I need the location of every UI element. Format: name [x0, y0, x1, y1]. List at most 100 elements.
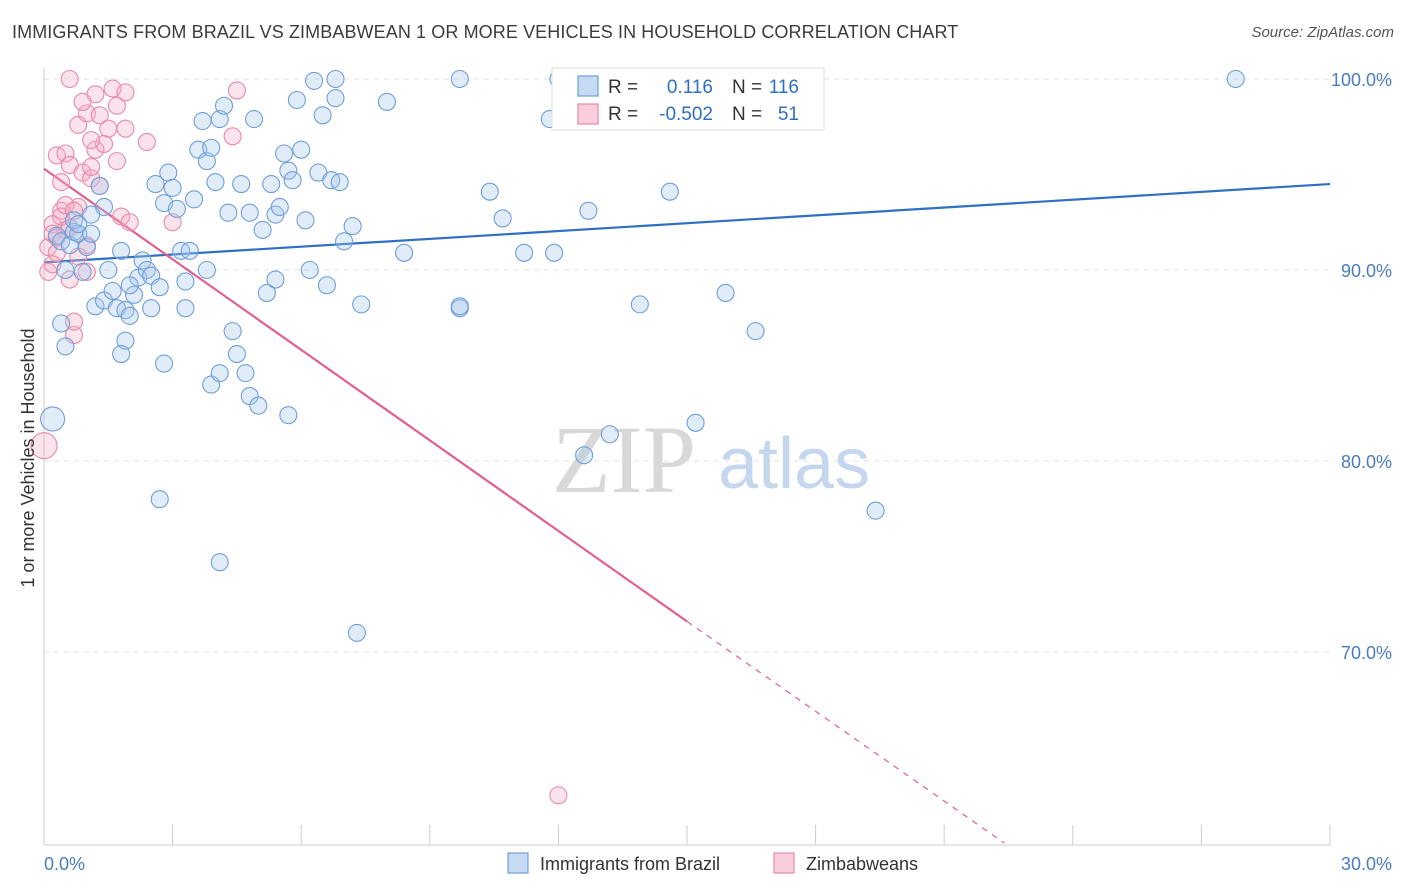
legend-r-label-blue: R = [608, 77, 638, 98]
brazil-point [660, 182, 679, 201]
brazil-point [197, 152, 216, 171]
brazil-point [480, 182, 499, 201]
zimbabweans-point [73, 92, 92, 111]
chart-source: Source: ZipAtlas.com [1251, 24, 1394, 41]
brazil-point [69, 224, 88, 243]
brazil-point [82, 205, 101, 224]
brazil-point [313, 106, 332, 125]
brazil-point [279, 161, 298, 180]
legend-r-label-pink: R = [608, 104, 638, 125]
zimbabweans-point [52, 173, 71, 192]
y-tick-label-70: 70.0% [1341, 643, 1392, 663]
brazil-point [515, 243, 534, 262]
brazil-point [575, 446, 594, 465]
brazil-point [133, 251, 152, 270]
brazil-point [167, 199, 186, 218]
brazil-point [112, 344, 131, 364]
zimbabweans-point [82, 131, 101, 150]
brazil-point [210, 364, 229, 383]
brazil-point [197, 260, 216, 280]
brazil-point [56, 260, 75, 280]
brazil-point [292, 140, 311, 159]
brazil-point [40, 406, 66, 432]
brazil-point [52, 314, 71, 333]
brazil-point [317, 276, 336, 295]
chart-title: IMMIGRANTS FROM BRAZIL VS ZIMBABWEAN 1 O… [12, 22, 959, 42]
brazil-point [120, 306, 139, 325]
brazil-point [223, 322, 242, 341]
tick-labels: 70.0% 80.0% 90.0% 100.0% 0.0% 30.0% [44, 70, 1392, 874]
correlation-legend: R = 0.116 N = 116 R = -0.502 N = 51 [551, 67, 825, 131]
zimbabweans-point [99, 119, 118, 138]
brazil-point [206, 173, 225, 192]
brazil-point [146, 175, 165, 194]
brazil-point [184, 190, 204, 209]
brazil-point [630, 295, 649, 314]
brazil-point [746, 322, 765, 341]
zimbabweans-point [30, 432, 58, 460]
brazil-point [266, 270, 285, 289]
brazil-point [493, 209, 512, 228]
legend-n-value-pink: 51 [778, 104, 799, 125]
zimbabweans-point [137, 132, 156, 152]
brazil-point [142, 299, 161, 318]
legend-label-zimbabweans: Zimbabweans [806, 854, 918, 874]
brazil-point [232, 175, 251, 194]
brazil-point [545, 243, 564, 262]
brazil-point [330, 173, 349, 192]
zimbabweans-point [82, 157, 101, 176]
brazil-point [395, 243, 414, 262]
zimbabweans-point [56, 144, 75, 163]
brazil-point [716, 283, 735, 302]
brazil-point [377, 92, 396, 111]
brazil-point [257, 283, 276, 302]
brazil-points [40, 69, 1245, 642]
zimbabweans-point [223, 127, 242, 146]
brazil-point [116, 331, 135, 350]
x-tick-label-min: 0.0% [44, 854, 85, 874]
zimbabweans-point [120, 213, 139, 232]
brazil-point [347, 623, 366, 642]
brazil-point [343, 217, 362, 236]
brazil-point [283, 171, 302, 190]
brazil-point [600, 425, 619, 444]
brazil-point [335, 232, 354, 251]
brazil-point [210, 110, 229, 129]
brazil-point [56, 337, 75, 356]
brazil-point [180, 241, 199, 260]
trend-line-zimbabweans [43, 167, 688, 623]
zimbabweans-point [116, 119, 135, 138]
brazil-point [214, 96, 234, 115]
brazil-point [236, 364, 255, 383]
brazil-point [90, 176, 109, 196]
bottom-swatch-zimbabweans [773, 852, 795, 874]
brazil-point [159, 163, 178, 182]
brazil-point [124, 285, 144, 304]
legend-r-value-blue: 0.116 [667, 77, 713, 98]
zimbabweans-point [60, 69, 79, 89]
y-tick-label-90: 90.0% [1341, 261, 1392, 281]
grid-lines [44, 78, 1330, 653]
zimbabweans-point [77, 262, 96, 281]
zimbabweans-point [64, 201, 84, 220]
bottom-swatch-brazil [507, 852, 529, 874]
brazil-point [262, 175, 281, 194]
series-legend: Immigrants from Brazil Zimbabweans [507, 852, 918, 874]
brazil-point [193, 111, 212, 131]
brazil-point [300, 260, 319, 280]
y-tick-label-80: 80.0% [1341, 452, 1392, 472]
brazil-point [176, 299, 195, 318]
zimbabweans-point [116, 83, 135, 102]
legend-swatch-blue [577, 75, 599, 97]
brazil-point [69, 215, 88, 234]
zimbabweans-point [107, 96, 126, 115]
brazil-point [305, 71, 324, 90]
zimbabweans-point [163, 213, 182, 232]
brazil-point [270, 197, 289, 217]
zimbabweans-point [549, 786, 568, 805]
brazil-point [579, 201, 598, 220]
legend-n-label-blue: N = [732, 77, 762, 98]
brazil-point [77, 238, 96, 257]
brazil-point [227, 344, 246, 364]
